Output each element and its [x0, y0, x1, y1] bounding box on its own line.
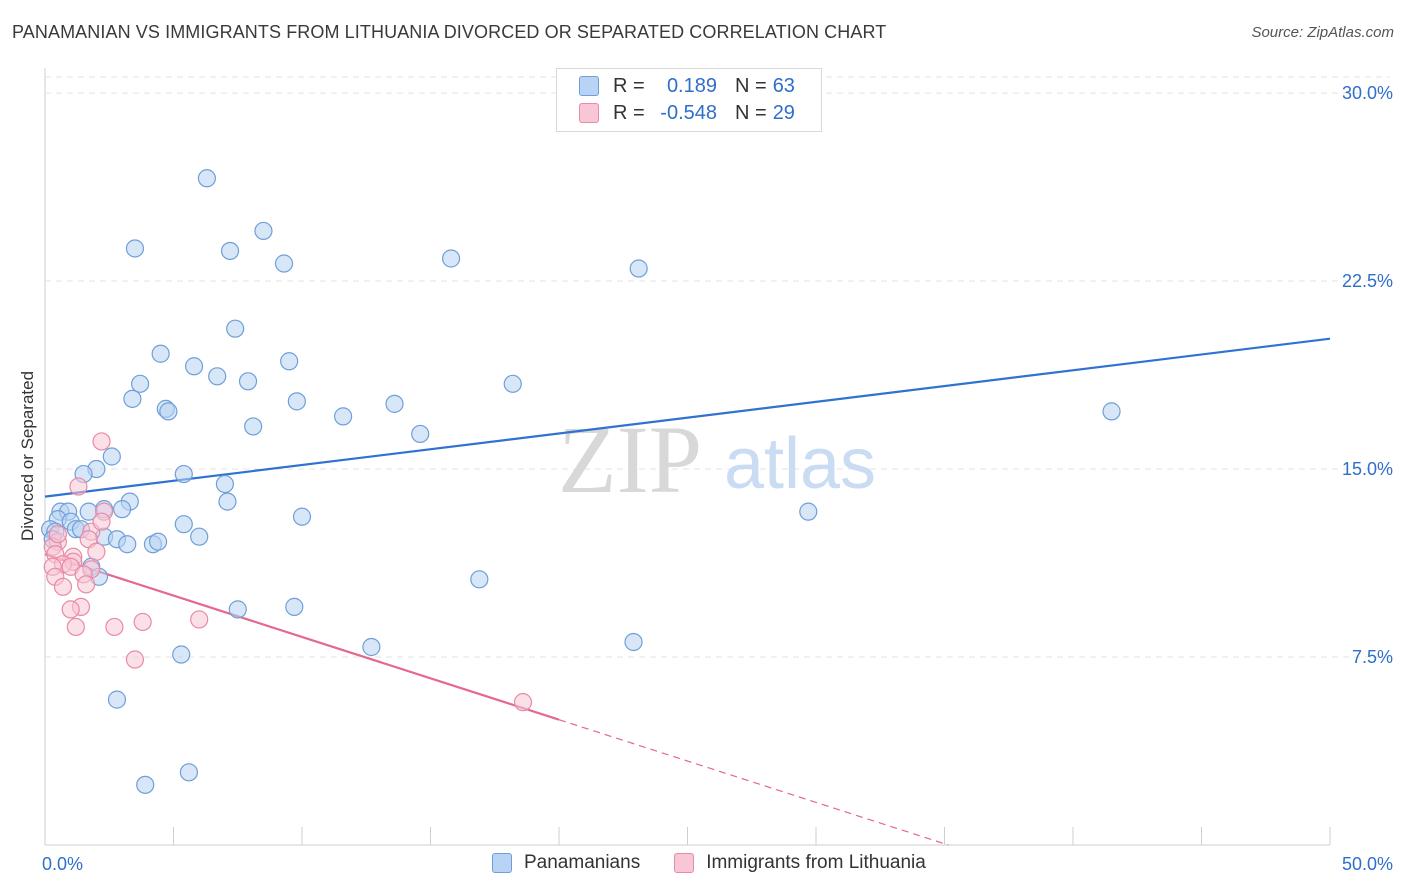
point-blue	[102, 447, 121, 466]
r-label: R =	[613, 74, 645, 97]
r-value: 0.189	[666, 74, 717, 97]
point-blue	[254, 221, 273, 241]
point-blue	[362, 637, 381, 657]
n-value: 29	[772, 101, 795, 124]
point-blue	[287, 392, 306, 411]
trend-line-pink	[44, 553, 560, 721]
point-blue	[1102, 402, 1121, 421]
point-pink	[48, 525, 67, 544]
point-blue	[179, 763, 199, 782]
x-tick-label: 0.0%	[42, 854, 83, 874]
point-blue	[184, 357, 204, 376]
point-blue	[107, 690, 127, 709]
point-blue	[112, 500, 132, 519]
n-value: 63	[772, 74, 795, 97]
point-blue	[159, 402, 178, 421]
point-pink	[77, 575, 96, 594]
point-blue	[174, 464, 193, 484]
data-points	[41, 169, 1121, 794]
point-pink	[125, 650, 145, 669]
point-blue	[285, 597, 304, 616]
point-blue	[470, 570, 489, 589]
point-blue	[629, 259, 648, 278]
point-blue	[238, 372, 258, 391]
trend-line-blue	[44, 337, 1331, 498]
source-label: Source: ZipAtlas.com	[1251, 24, 1394, 41]
trend-line-extension-pink	[558, 719, 949, 846]
point-blue	[280, 352, 299, 371]
r-label: R =	[613, 101, 645, 124]
point-blue	[215, 474, 234, 494]
stats-legend: R = 0.189 N = 63 R = -0.548 N = 29	[556, 68, 822, 132]
point-blue	[244, 417, 263, 436]
point-blue	[503, 374, 522, 393]
point-blue	[441, 249, 461, 268]
point-blue	[334, 407, 353, 426]
point-pink	[53, 577, 73, 596]
point-blue	[385, 394, 404, 413]
n-label: N =	[735, 101, 767, 124]
point-blue	[174, 515, 193, 534]
n-label: N =	[735, 74, 767, 97]
point-pink	[105, 617, 124, 637]
stats-row-lithuania: R = -0.548 N = 29	[579, 100, 795, 126]
tick-labels: 7.5% 15.0% 22.5% 30.0% 0.0% 50.0%	[42, 83, 1393, 874]
point-blue	[228, 600, 247, 619]
point-blue	[130, 374, 150, 393]
series-legend: Panamanians Immigrants from Lithuania	[492, 852, 960, 874]
point-pink	[87, 542, 106, 561]
axes	[44, 68, 1331, 846]
point-blue	[274, 254, 294, 273]
point-blue	[125, 239, 145, 258]
watermark-zip: ZIP	[558, 406, 702, 513]
point-blue	[226, 319, 245, 338]
point-blue	[218, 492, 237, 511]
point-pink	[66, 617, 85, 637]
point-blue	[172, 645, 191, 664]
point-pink	[69, 477, 88, 496]
point-blue	[136, 775, 155, 794]
point-blue	[151, 344, 170, 363]
trend-lines	[44, 337, 1331, 846]
stats-row-panamanians: R = 0.189 N = 63	[579, 73, 795, 99]
legend-swatch-blue	[492, 853, 512, 873]
point-pink	[92, 432, 111, 451]
point-blue	[190, 527, 209, 546]
chart-title: PANAMANIAN VS IMMIGRANTS FROM LITHUANIA …	[12, 22, 887, 42]
watermark: ZIP atlas	[558, 406, 876, 513]
legend-swatch-blue	[579, 76, 599, 96]
point-blue	[148, 532, 168, 551]
point-blue	[197, 169, 217, 188]
point-blue	[123, 389, 142, 408]
point-blue	[118, 535, 137, 554]
point-blue	[220, 241, 240, 261]
point-blue	[624, 632, 643, 652]
legend-item-panamanians[interactable]: Panamanians	[492, 852, 640, 874]
point-blue	[292, 507, 312, 526]
point-blue	[411, 424, 430, 444]
y-tick-label: 7.5%	[1352, 647, 1393, 667]
watermark-atlas: atlas	[724, 424, 876, 504]
y-tick-label: 30.0%	[1342, 83, 1393, 103]
point-pink	[92, 512, 111, 531]
gridlines	[45, 76, 1390, 658]
point-pink	[513, 693, 533, 712]
legend-label: Immigrants from Lithuania	[706, 852, 926, 873]
legend-item-lithuania[interactable]: Immigrants from Lithuania	[674, 852, 926, 874]
point-blue	[799, 502, 818, 521]
legend-label: Panamanians	[524, 852, 641, 873]
y-axis-label: Divorced or Separated	[18, 370, 37, 542]
legend-swatch-pink	[674, 853, 695, 873]
legend-swatch-pink	[579, 103, 599, 123]
point-pink	[133, 612, 152, 632]
x-tick-label: 50.0%	[1342, 854, 1393, 874]
r-value: -0.548	[660, 101, 717, 124]
y-tick-label: 22.5%	[1342, 271, 1393, 291]
point-pink	[190, 610, 209, 629]
point-blue	[208, 367, 227, 386]
y-tick-label: 15.0%	[1342, 459, 1393, 479]
point-pink	[61, 600, 80, 619]
